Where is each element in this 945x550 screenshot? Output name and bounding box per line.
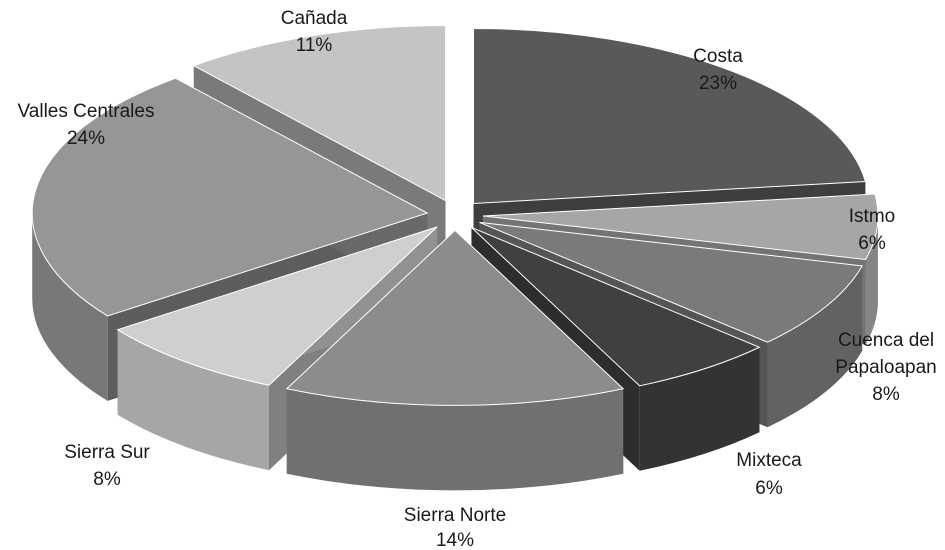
pie-slice-top: [479, 221, 863, 343]
pie-slice-top: [285, 229, 625, 406]
slice-percent-istmo: 6%: [858, 233, 886, 254]
slice-label-mixteca: Mixteca: [736, 450, 802, 471]
pie-slice-top: [192, 25, 447, 202]
slice-label-cuenca-line2: Papaloapan: [835, 357, 936, 378]
pie-slices: [31, 25, 879, 491]
slice-percent-valles-centrales: 24%: [67, 128, 105, 149]
slice-label-costa: Costa: [693, 46, 743, 67]
pie-slice: [285, 229, 625, 491]
slice-label-sierra-norte: Sierra Norte: [404, 505, 506, 526]
slice-percent-mixteca: 6%: [755, 478, 783, 499]
pie-slice-rim: [865, 215, 878, 345]
slice-percent-costa: 23%: [699, 73, 737, 94]
pie-slice-top: [473, 27, 867, 204]
pie-slice-top: [116, 226, 438, 386]
slice-percent-cuenca: 8%: [872, 384, 900, 405]
pie-slice-rim: [639, 347, 760, 471]
slice-label-canada: Cañada: [281, 8, 348, 29]
slice-percent-sierra-sur: 8%: [93, 469, 121, 490]
pie-slice-rim: [767, 265, 863, 428]
slice-label-valles-centrales: Valles Centrales: [18, 101, 155, 122]
slice-label-istmo: Istmo: [849, 206, 895, 227]
pie-slice-rim: [286, 388, 624, 491]
pie-slice-rim: [32, 213, 108, 401]
pie-slice-top: [471, 226, 761, 387]
slice-percent-sierra-norte: 14%: [436, 530, 474, 550]
pie-slice-top: [482, 193, 879, 261]
slice-percent-canada: 11%: [296, 35, 333, 56]
slice-label-cuenca-line1: Cuenca del: [838, 330, 934, 351]
pie-labels: Costa 23% Istmo 6% Cuenca del Papaloapan…: [18, 8, 937, 550]
slice-label-sierra-sur: Sierra Sur: [64, 442, 150, 463]
pie-slice-rim: [117, 329, 269, 471]
pie-slice-top: [31, 77, 429, 317]
